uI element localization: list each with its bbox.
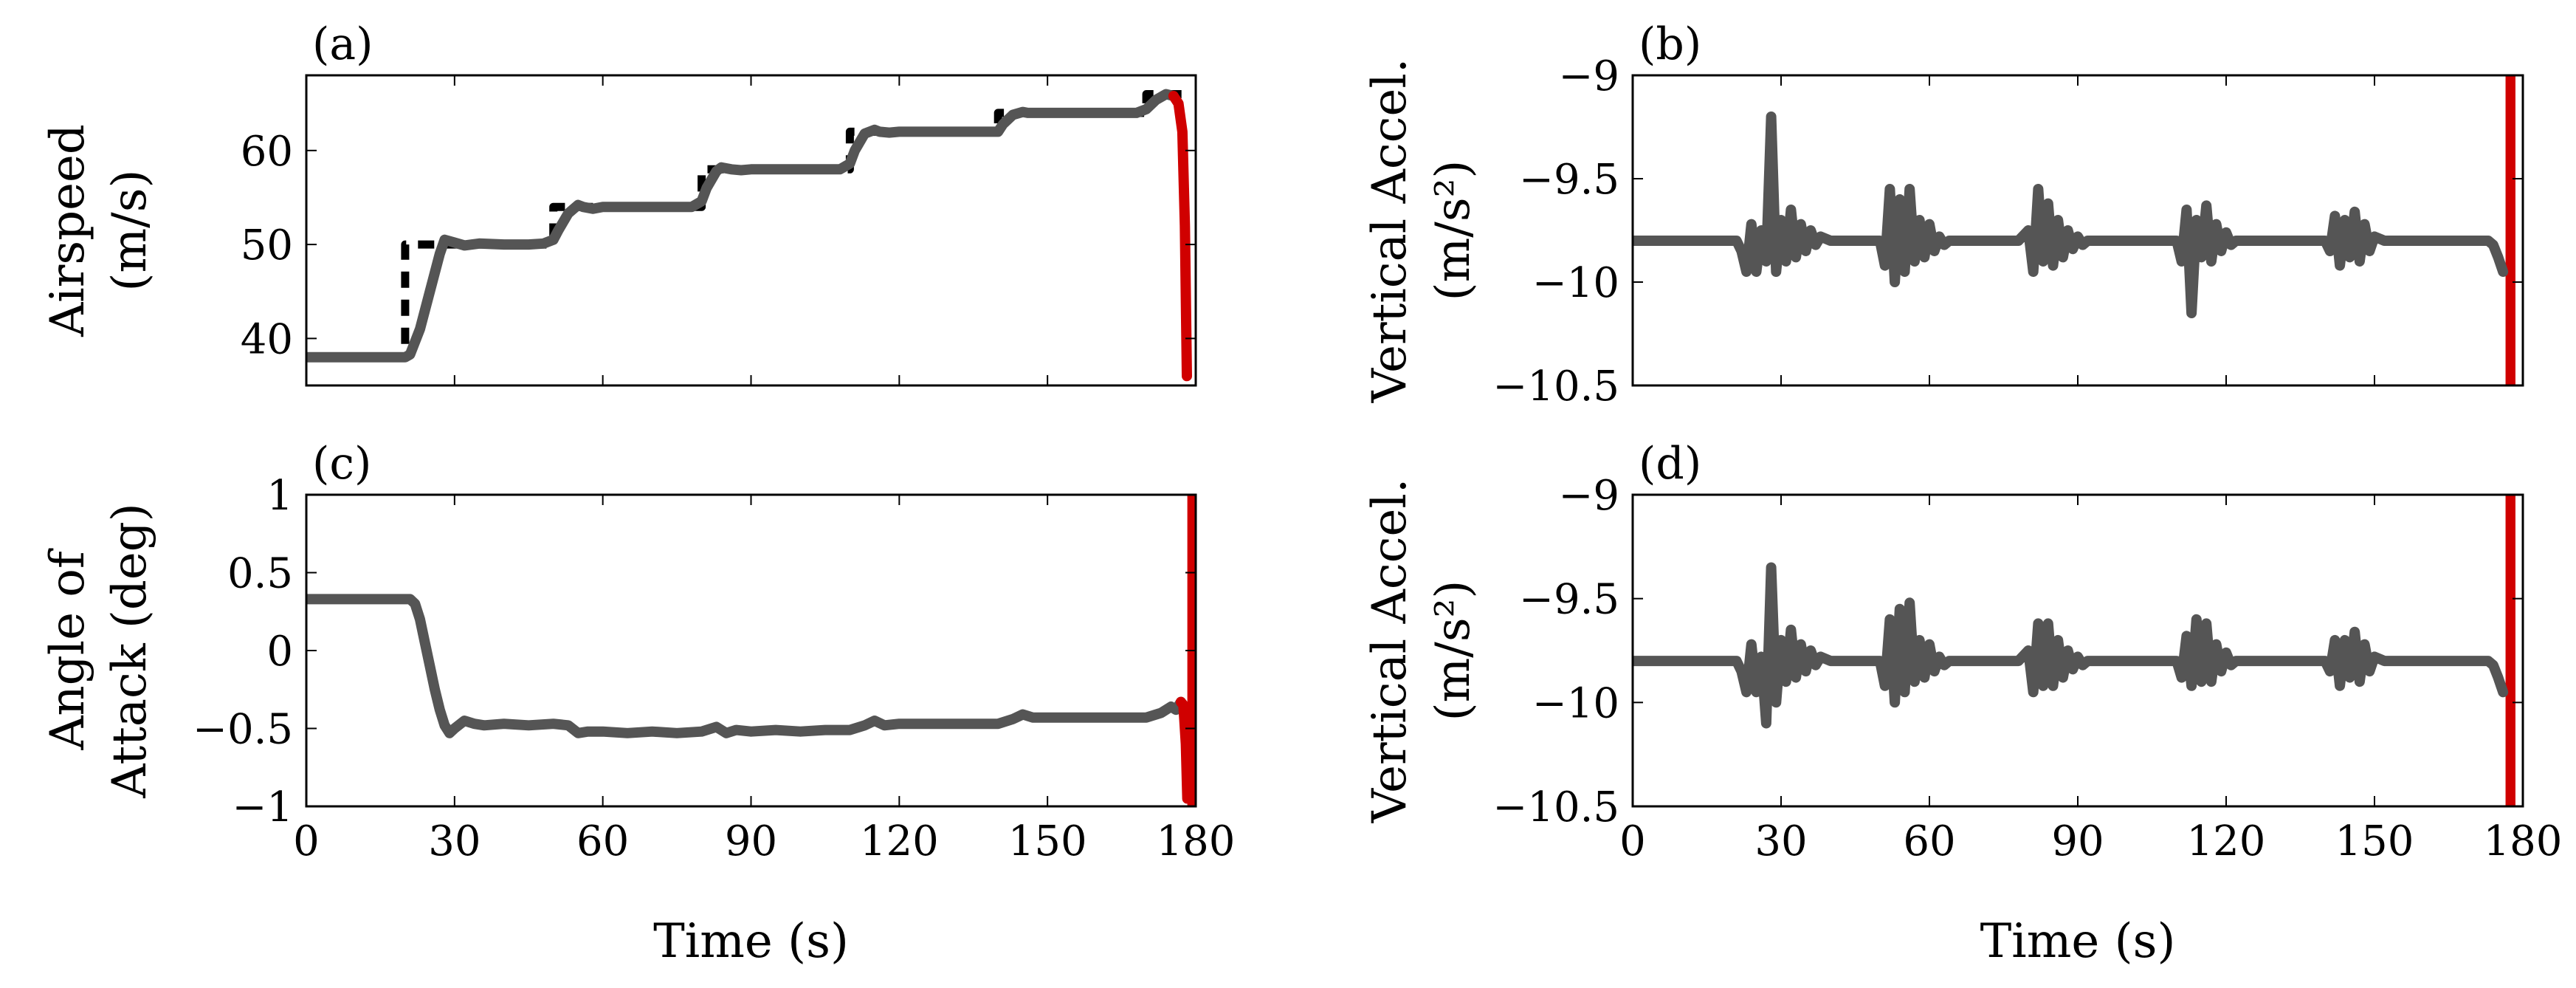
x-tick-label: 0 [293,817,320,865]
panel-label: (a) [312,18,373,70]
y-tick-label: −9.5 [1519,156,1619,204]
panel-label: (c) [312,438,371,490]
y-tick-label: −10 [1532,679,1619,727]
y-tick-label: 60 [241,128,293,176]
y-axis-label: (m/s) [103,169,157,291]
panel-c: 0 30 60 90 120 150 180 −1 −0.5 0 0.5 1 (c) Angle of At… [41,438,1235,969]
x-tick-label: 90 [725,817,777,865]
x-tick-label: 0 [1619,817,1646,865]
x-tick-label: 30 [1754,817,1807,865]
x-tick-label: 120 [2187,817,2266,865]
series-line-vertical-acceleration [1633,112,2509,318]
y-tick-label: 0 [266,628,293,676]
y-axis-label: Airspeed [41,124,95,337]
series-line-post-failure-angle-of-attack [1175,696,1193,804]
y-axis-label: (m/s²) [1426,580,1481,721]
y-axis-label: (m/s²) [1426,160,1481,301]
y-tick-label: −9.5 [1519,576,1619,624]
series-line-vertical-acceleration [1633,562,2509,729]
y-tick-label: −10.5 [1492,783,1619,831]
series-line-angle-of-attack [306,594,1186,738]
y-tick-label: −9 [1558,472,1619,520]
y-axis-label: Vertical Accel. [1363,478,1417,823]
failure-band [2505,495,2515,806]
y-tick-label: 1 [266,472,293,520]
failure-band [2505,75,2515,385]
plot-frame [305,74,1197,387]
panel-label: (d) [1639,438,1701,490]
x-tick-label: 180 [1157,817,1236,865]
y-tick-label: −10.5 [1492,363,1619,411]
x-tick-label: 90 [2051,817,2104,865]
y-axis-label: Attack (deg) [103,503,157,798]
x-tick-label: 150 [1008,817,1087,865]
y-tick-label: −1 [232,783,293,831]
series-line-commanded-airspeed [306,90,1186,362]
x-tick-label: 150 [2335,817,2414,865]
panel-a: 40 50 60 (a) Airspeed (m/s) [41,18,1197,387]
panel-d: 0 30 60 90 120 150 180 −10.5 −10 −9.5 −9 (d) Vertica… [1363,438,2562,969]
x-tick-label: 60 [576,817,629,865]
y-tick-label: −10 [1532,259,1619,307]
series-line-post-failure-airspeed [1168,91,1192,382]
x-tick-label: 30 [428,817,481,865]
y-tick-label: 50 [241,222,293,270]
x-tick-label: 120 [860,817,939,865]
y-tick-label: −0.5 [193,706,293,754]
series-line-airspeed [306,89,1179,363]
panel-b: −10.5 −10 −9.5 −9 (b) Vertical Accel. (m/s²) [1363,18,2524,411]
x-tick-label: 180 [2484,817,2563,865]
y-axis-label: Vertical Accel. [1363,58,1417,403]
y-axis-label: Angle of [41,548,95,751]
x-tick-label: 60 [1903,817,1955,865]
panel-label: (b) [1639,18,1701,70]
plot-frame [305,493,1197,808]
x-axis-label: Time (s) [653,914,849,969]
y-tick-label: 40 [241,315,293,363]
y-tick-label: 0.5 [227,550,293,598]
y-tick-label: −9 [1558,52,1619,100]
x-axis-label: Time (s) [1980,914,2176,969]
